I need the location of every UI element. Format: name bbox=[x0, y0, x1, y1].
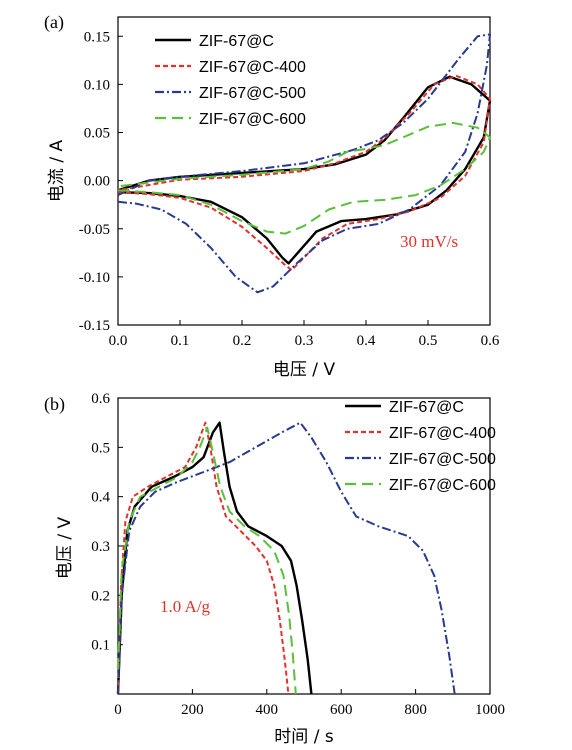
panel-a-xtick-label: 0.3 bbox=[295, 333, 314, 349]
panel-b-ticks: 0 200 400 600 800 1000 0.1 0.2 0.3 0.4 0.5 0.6 bbox=[91, 391, 505, 718]
panel-b-ytick-label: 0.6 bbox=[91, 391, 110, 407]
panel-b-legend-label-2: ZIF-67@C-400 bbox=[389, 425, 496, 442]
panel-b-legend-label-1: ZIF-67@C bbox=[389, 399, 464, 416]
panel-a-ylabel: 电流 / A bbox=[47, 140, 67, 203]
panel-a-xlabel: 电压 / V bbox=[273, 360, 336, 380]
panel-b-legend-label-3: ZIF-67@C-500 bbox=[389, 451, 496, 468]
panel-b-series-line-3 bbox=[117, 421, 456, 695]
panel-b-xtick-label: 600 bbox=[330, 702, 353, 718]
panel-a-legend-label-2: ZIF-67@C-400 bbox=[199, 59, 306, 76]
panel-a-xtick-label: 0.5 bbox=[419, 333, 438, 349]
panel-a-ticks: 0.0 0.1 0.2 0.3 0.4 0.5 0.6 -0.15 -0.10 -0.05 0.00… bbox=[79, 29, 500, 349]
panel-a-legend-label-1: ZIF-67@C bbox=[199, 33, 274, 50]
panel-b-annotation: 1.0 A/g bbox=[160, 597, 211, 616]
panel-a-cv-chart: (a) 0.0 0.1 0.2 0.3 0.4 0.5 0.6 -0.15 -0.10 -0.05… bbox=[44, 12, 500, 380]
panel-b-xtick-label: 200 bbox=[181, 702, 204, 718]
panel-a-ytick-label: 0.10 bbox=[84, 77, 110, 93]
panel-a-ytick-label: -0.05 bbox=[79, 222, 110, 238]
panel-a-series bbox=[117, 33, 492, 294]
panel-a-ytick-label: 0.05 bbox=[84, 126, 110, 142]
panel-a-legend-label-4: ZIF-67@C-600 bbox=[199, 111, 306, 128]
panel-a-xtick-label: 0.2 bbox=[233, 333, 252, 349]
panel-b-series-line-2 bbox=[117, 421, 290, 695]
panel-b-xtick-label: 800 bbox=[404, 702, 427, 718]
panel-a-xtick-label: 0.4 bbox=[357, 333, 376, 349]
panel-b-ytick-label: 0.5 bbox=[91, 440, 110, 456]
panel-a-ytick-label: -0.15 bbox=[79, 318, 110, 334]
panel-b-xlabel: 时间 / s bbox=[274, 727, 334, 747]
panel-a-ytick-label: -0.10 bbox=[79, 270, 110, 286]
panel-b-ytick-label: 0.3 bbox=[91, 539, 110, 555]
panel-a-xtick-label: 0.1 bbox=[171, 333, 190, 349]
panel-a-legend: ZIF-67@C ZIF-67@C-400 ZIF-67@C-500 ZIF-67@C… bbox=[155, 33, 306, 128]
panel-a-series-line-4 bbox=[117, 121, 491, 235]
panel-a-ytick-label: 0.00 bbox=[84, 174, 110, 190]
panel-a-ytick-label: 0.15 bbox=[84, 29, 110, 45]
panel-b-series-line-4 bbox=[117, 426, 297, 695]
panel-b-series-line-1 bbox=[116, 421, 313, 695]
panel-b-plot-frame bbox=[117, 397, 491, 695]
panel-b-ytick-label: 0.2 bbox=[91, 588, 110, 604]
panel-a-xtick-label: 0.6 bbox=[481, 333, 500, 349]
panel-a-series-line-3 bbox=[117, 33, 491, 294]
panel-b-legend: ZIF-67@C ZIF-67@C-400 ZIF-67@C-500 ZIF-67@C… bbox=[345, 399, 496, 494]
panel-a-label: (a) bbox=[44, 12, 64, 33]
panel-b-legend-label-4: ZIF-67@C-600 bbox=[389, 477, 496, 494]
panel-a-legend-label-3: ZIF-67@C-500 bbox=[199, 85, 306, 102]
panel-a-series-line-2 bbox=[117, 74, 491, 272]
panel-b-ytick-label: 0.1 bbox=[91, 638, 110, 654]
panel-b-xtick-label: 0 bbox=[114, 702, 122, 718]
panel-b-xtick-label: 1000 bbox=[475, 702, 505, 718]
panel-b-gcd-chart: (b) 0 200 400 600 800 10000.10.20.30.40.50.6 … bbox=[44, 391, 505, 747]
panel-a-annotation: 30 mV/s bbox=[400, 232, 458, 251]
panel-b-xtick-label: 400 bbox=[256, 702, 279, 718]
panel-a-xtick-label: 0.0 bbox=[109, 333, 128, 349]
panel-b-label: (b) bbox=[44, 394, 65, 415]
panel-b-ylabel: 电压 / V bbox=[55, 517, 75, 580]
panel-b-ytick-label: 0.4 bbox=[91, 490, 110, 506]
panel-b-series bbox=[116, 421, 456, 695]
